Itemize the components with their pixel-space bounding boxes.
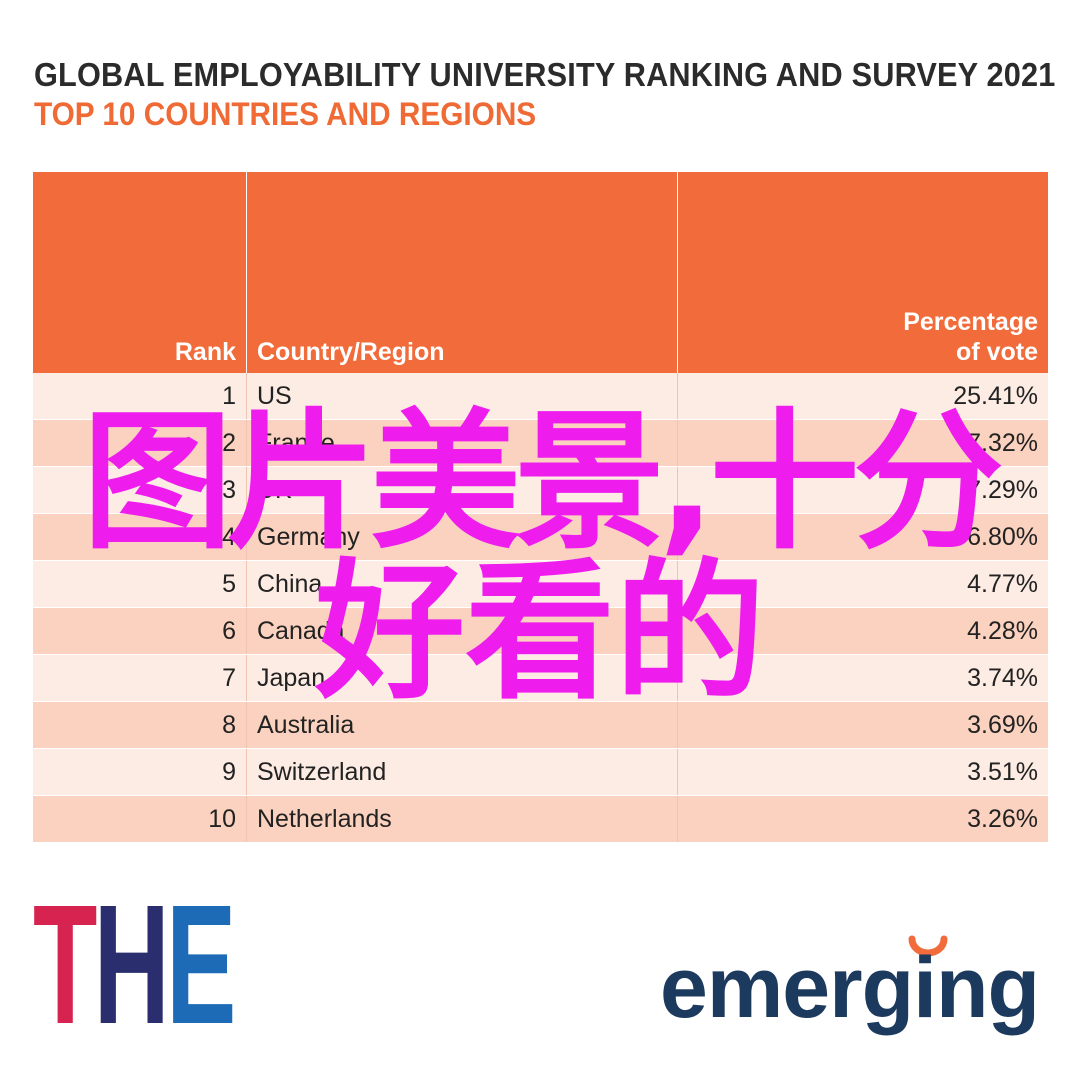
rank-cell: 4 <box>33 513 247 561</box>
chart-subtitle: TOP 10 COUNTRIES AND REGIONS <box>34 96 537 132</box>
table-body: 1 US 25.41% 2 France 7.32% 3 UK 7.29% 4 Germany 6.8… <box>33 373 1048 843</box>
rank-cell: 2 <box>33 419 247 467</box>
the-logo-letter-t: T <box>33 870 97 1060</box>
the-logo-letter-e: E <box>166 870 236 1060</box>
column-header-rank: Rank <box>33 172 247 373</box>
rank-cell: 3 <box>33 466 247 514</box>
rank-cell: 5 <box>33 560 247 608</box>
column-header-country: Country/Region <box>246 172 678 373</box>
percentage-cell: 4.28% <box>677 607 1048 655</box>
percentage-cell: 4.77% <box>677 560 1048 608</box>
country-cell: US <box>246 373 678 420</box>
column-header-percentage: Percentage of vote <box>677 172 1048 373</box>
table-row: 4 Germany 6.80% <box>33 513 1048 561</box>
emerging-logo-arc-icon <box>908 935 948 957</box>
rank-cell: 9 <box>33 748 247 796</box>
country-cell: Germany <box>246 513 678 561</box>
rank-cell: 6 <box>33 607 247 655</box>
country-cell: Netherlands <box>246 795 678 843</box>
country-cell: Switzerland <box>246 748 678 796</box>
percentage-cell: 3.69% <box>677 701 1048 749</box>
table-row: 9 Switzerland 3.51% <box>33 748 1048 796</box>
table-row: 10 Netherlands 3.26% <box>33 795 1048 843</box>
rank-cell: 8 <box>33 701 247 749</box>
chart-title: GLOBAL EMPLOYABILITY UNIVERSITY RANKING … <box>34 56 1056 93</box>
country-cell: UK <box>246 466 678 514</box>
emerging-logo: emerging <box>660 940 1040 1036</box>
percentage-cell: 25.41% <box>677 373 1048 420</box>
country-cell: France <box>246 419 678 467</box>
country-cell: Canada <box>246 607 678 655</box>
country-cell: Japan <box>246 654 678 702</box>
percentage-cell: 3.51% <box>677 748 1048 796</box>
percentage-cell: 3.26% <box>677 795 1048 843</box>
the-logo: THE <box>33 880 236 1050</box>
table-row: 7 Japan 3.74% <box>33 654 1048 702</box>
percentage-header-label: Percentage of vote <box>903 308 1038 366</box>
rank-cell: 10 <box>33 795 247 843</box>
rank-cell: 7 <box>33 654 247 702</box>
country-cell: China <box>246 560 678 608</box>
header-row: Rank Country/Region Percentage of vote <box>33 172 1048 373</box>
the-logo-letter-h: H <box>93 870 170 1060</box>
table-row: 8 Australia 3.69% <box>33 701 1048 749</box>
percentage-cell: 3.74% <box>677 654 1048 702</box>
table-row: 1 US 25.41% <box>33 373 1048 420</box>
percentage-cell: 7.29% <box>677 466 1048 514</box>
country-cell: Australia <box>246 701 678 749</box>
table-row: 2 France 7.32% <box>33 419 1048 467</box>
percentage-cell: 7.32% <box>677 419 1048 467</box>
table-row: 3 UK 7.29% <box>33 466 1048 514</box>
percentage-cell: 6.80% <box>677 513 1048 561</box>
table-row: 6 Canada 4.28% <box>33 607 1048 655</box>
rank-cell: 1 <box>33 373 247 420</box>
table-row: 5 China 4.77% <box>33 560 1048 608</box>
